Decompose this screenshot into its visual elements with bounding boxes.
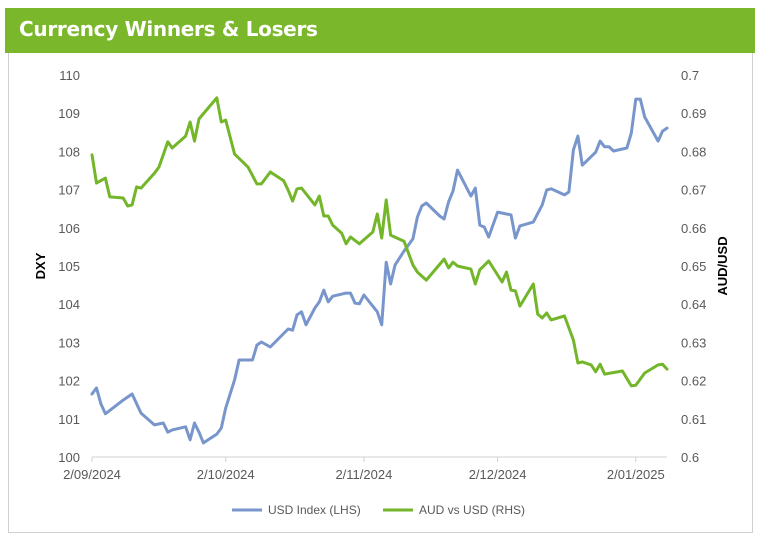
y-tick-label-left: 103 bbox=[58, 335, 80, 350]
y-tick-label-left: 105 bbox=[58, 259, 80, 274]
y-tick-label-left: 106 bbox=[58, 221, 80, 236]
y-tick-label-right: 0.64 bbox=[681, 297, 706, 312]
y-tick-label-right: 0.7 bbox=[681, 68, 699, 83]
x-tick-label: 2/10/2024 bbox=[197, 467, 255, 482]
y-tick-label-right: 0.69 bbox=[681, 106, 706, 121]
y-tick-label-left: 101 bbox=[58, 412, 80, 427]
title-banner: Currency Winners & Losers bbox=[5, 8, 755, 53]
series-line-usd-index bbox=[90, 97, 669, 445]
y-tick-label-left: 100 bbox=[58, 450, 80, 465]
x-axis: 2/09/2024 2/10/2024 2/11/2024 2/12/2024 2/01… bbox=[63, 456, 667, 482]
y-tick-label-right: 0.68 bbox=[681, 144, 706, 159]
y-tick-label-right: 0.63 bbox=[681, 335, 706, 350]
y-tick-label-right: 0.65 bbox=[681, 259, 706, 274]
x-tick-label: 2/11/2024 bbox=[335, 467, 392, 482]
x-tick-label: 2/01/2025 bbox=[607, 467, 665, 482]
y-tick-label-left: 102 bbox=[58, 374, 80, 389]
x-tick-label: 2/09/2024 bbox=[63, 467, 121, 482]
y-tick-label-left: 108 bbox=[58, 144, 80, 159]
y-tick-label-left: 104 bbox=[58, 297, 80, 312]
y-axis-right-label: AUD/USD bbox=[715, 236, 730, 295]
y-tick-label-right: 0.62 bbox=[681, 374, 706, 389]
x-tick-label: 2/12/2024 bbox=[469, 467, 527, 482]
legend-label-aud-usd: AUD vs USD (RHS) bbox=[419, 503, 525, 517]
y-tick-label-right: 0.61 bbox=[681, 412, 706, 427]
y-tick-label-left: 110 bbox=[59, 68, 80, 83]
y-axis-right: 0.6 0.61 0.62 0.63 0.64 0.65 0.66 0.67 0.68 0.69 0… bbox=[681, 68, 706, 465]
y-axis-left-label: DXY bbox=[33, 252, 48, 279]
y-tick-label-right: 0.6 bbox=[681, 450, 699, 465]
y-axis-left: 100 101 102 103 104 105 106 107 108 109 110 bbox=[58, 68, 80, 465]
series-line-aud-usd bbox=[90, 96, 669, 388]
y-tick-label-right: 0.66 bbox=[681, 221, 706, 236]
legend: USD Index (LHS) AUD vs USD (RHS) bbox=[232, 503, 525, 517]
chart-frame bbox=[8, 53, 753, 533]
chart-title: Currency Winners & Losers bbox=[19, 17, 318, 41]
series-lines bbox=[90, 96, 669, 445]
legend-label-usd-index: USD Index (LHS) bbox=[268, 503, 361, 517]
y-tick-label-left: 107 bbox=[58, 183, 80, 198]
y-tick-label-left: 109 bbox=[58, 106, 80, 121]
y-tick-label-right: 0.67 bbox=[681, 183, 706, 198]
